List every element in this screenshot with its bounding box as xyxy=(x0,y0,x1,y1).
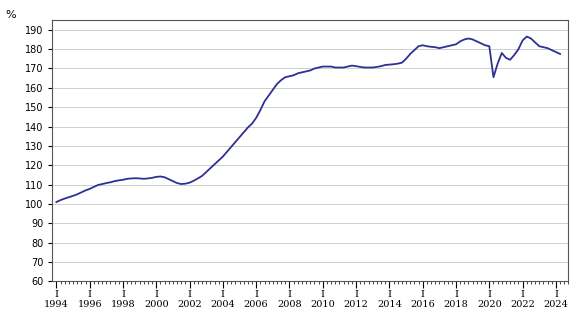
Text: %: % xyxy=(6,10,16,20)
